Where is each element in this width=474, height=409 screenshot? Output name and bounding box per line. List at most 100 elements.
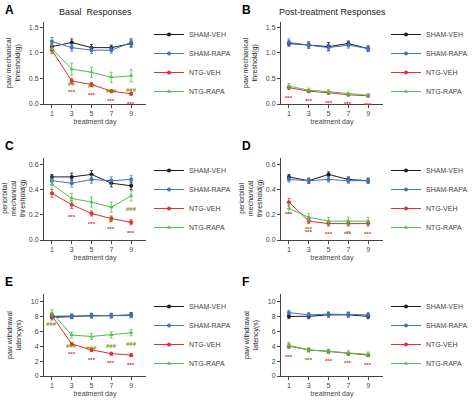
svg-text:periorbitalmechanicalthreshold: periorbitalmechanicalthreshold(g)	[1, 180, 27, 217]
svg-text:treatment day: treatment day	[74, 390, 117, 398]
svg-text:###: ###	[86, 345, 97, 351]
svg-text:4: 4	[35, 343, 39, 350]
svg-text:***: ***	[68, 89, 76, 95]
svg-text:***: ***	[364, 231, 372, 237]
svg-text:3: 3	[307, 110, 311, 117]
svg-text:0.0: 0.0	[266, 100, 276, 107]
svg-text:5: 5	[327, 246, 331, 253]
svg-text:7: 7	[346, 382, 350, 389]
svg-text:SHAM-RAPA: SHAM-RAPA	[426, 322, 467, 329]
svg-text:***: ***	[107, 98, 115, 104]
svg-text:5: 5	[90, 110, 94, 117]
svg-text:***: ***	[285, 211, 293, 217]
svg-text:***: ***	[305, 226, 313, 232]
svg-text:SHAM-RAPA: SHAM-RAPA	[189, 50, 230, 57]
svg-text:7: 7	[109, 246, 113, 253]
svg-text:treatment day: treatment day	[74, 254, 117, 262]
svg-text:NTG-RAPA: NTG-RAPA	[189, 360, 225, 367]
svg-text:1.5: 1.5	[266, 24, 276, 31]
svg-text:7: 7	[109, 110, 113, 117]
svg-text:A: A	[5, 3, 14, 17]
svg-text:0.2: 0.2	[29, 211, 39, 218]
svg-text:***: ***	[127, 362, 135, 368]
svg-text:0: 0	[272, 372, 276, 379]
svg-text:C: C	[5, 139, 14, 153]
svg-text:treatment day: treatment day	[311, 118, 354, 126]
svg-text:9: 9	[366, 246, 370, 253]
svg-text:NTG-RAPA: NTG-RAPA	[426, 360, 462, 367]
svg-text:3: 3	[307, 382, 311, 389]
svg-text:***: ***	[68, 351, 76, 357]
svg-text:***: ***	[285, 95, 293, 101]
svg-text:0.5: 0.5	[266, 75, 276, 82]
svg-text:SHAM-VEH: SHAM-VEH	[189, 303, 226, 310]
svg-text:**: **	[346, 230, 351, 236]
svg-text:#: #	[109, 218, 113, 224]
svg-text:SHAM-RAPA: SHAM-RAPA	[189, 322, 230, 329]
svg-text:###: ###	[46, 321, 57, 327]
svg-text:NTG-RAPA: NTG-RAPA	[426, 88, 462, 95]
svg-text:***: ***	[305, 98, 313, 104]
svg-text:paw withdrawallatency(s): paw withdrawallatency(s)	[243, 311, 260, 359]
svg-text:NTG-RAPA: NTG-RAPA	[426, 224, 462, 231]
svg-text:treatment day: treatment day	[311, 390, 354, 398]
svg-text:0.6: 0.6	[29, 161, 39, 168]
svg-text:10: 10	[268, 298, 276, 305]
svg-text:7: 7	[346, 110, 350, 117]
svg-text:***: ***	[107, 360, 115, 366]
svg-text:***: ***	[344, 231, 352, 237]
svg-text:SHAM-VEH: SHAM-VEH	[426, 303, 463, 310]
svg-text:periorbitalmechanicalthreshold: periorbitalmechanicalthreshold(g)	[238, 180, 264, 217]
svg-text:9: 9	[366, 382, 370, 389]
svg-text:9: 9	[129, 110, 133, 117]
svg-text:SHAM-VEH: SHAM-VEH	[189, 31, 226, 38]
svg-text:4: 4	[272, 343, 276, 350]
svg-text:Post-treatment Responses: Post-treatment Responses	[279, 7, 386, 17]
svg-text:###: ###	[126, 341, 137, 347]
svg-text:7: 7	[346, 246, 350, 253]
svg-text:5: 5	[90, 382, 94, 389]
svg-text:0.2: 0.2	[266, 211, 276, 218]
svg-text:D: D	[242, 139, 251, 153]
svg-text:***: ***	[325, 358, 333, 364]
svg-text:1: 1	[50, 246, 54, 253]
svg-text:NTG-VEH: NTG-VEH	[189, 69, 221, 76]
svg-text:1: 1	[50, 110, 54, 117]
svg-text:***: ***	[305, 229, 313, 235]
svg-text:6: 6	[35, 328, 39, 335]
svg-text:***: ***	[344, 360, 352, 366]
svg-text:##: ##	[68, 81, 75, 87]
svg-text:0.0: 0.0	[266, 236, 276, 243]
svg-text:***: ***	[88, 221, 96, 227]
svg-text:***: ***	[127, 101, 135, 107]
svg-text:paw mechanicalthreshold(g): paw mechanicalthreshold(g)	[242, 37, 259, 88]
svg-text:***: ***	[68, 214, 76, 220]
svg-text:2: 2	[35, 358, 39, 365]
svg-text:1: 1	[287, 246, 291, 253]
svg-text:SHAM-RAPA: SHAM-RAPA	[426, 186, 467, 193]
svg-text:3: 3	[70, 246, 74, 253]
svg-text:10: 10	[31, 298, 39, 305]
svg-text:9: 9	[129, 382, 133, 389]
svg-text:###: ###	[106, 343, 117, 349]
svg-text:***: ***	[364, 362, 372, 368]
svg-text:1.5: 1.5	[29, 24, 39, 31]
svg-text:0.6: 0.6	[266, 161, 276, 168]
svg-text:2: 2	[272, 358, 276, 365]
svg-text:0.0: 0.0	[29, 236, 39, 243]
svg-text:***: ***	[107, 226, 115, 232]
svg-text:SHAM-VEH: SHAM-VEH	[189, 167, 226, 174]
svg-text:***: ***	[344, 101, 352, 107]
svg-text:NTG-VEH: NTG-VEH	[426, 69, 458, 76]
svg-text:***: ***	[88, 92, 96, 98]
svg-text:0: 0	[35, 372, 39, 379]
svg-text:##: ##	[88, 83, 95, 89]
svg-text:7: 7	[109, 382, 113, 389]
svg-text:treatment day: treatment day	[311, 254, 354, 262]
svg-text:SHAM-RAPA: SHAM-RAPA	[189, 186, 230, 193]
svg-text:0.4: 0.4	[29, 186, 39, 193]
svg-text:***: ***	[305, 357, 313, 363]
svg-text:5: 5	[327, 110, 331, 117]
svg-text:paw mechanicalthreshold(g): paw mechanicalthreshold(g)	[5, 37, 22, 88]
svg-text:NTG-VEH: NTG-VEH	[189, 341, 221, 348]
